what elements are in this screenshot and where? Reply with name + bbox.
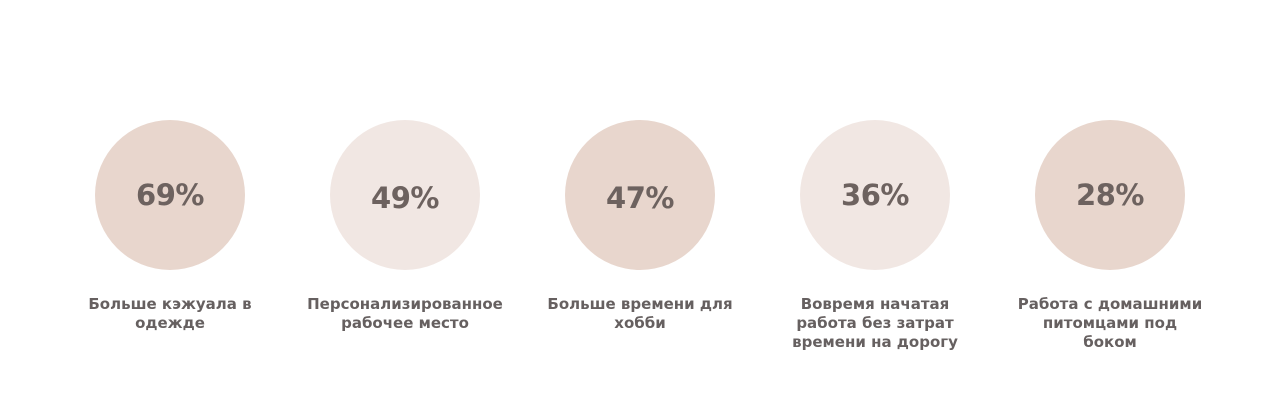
stat-caption-line: времени на дорогу	[792, 333, 958, 351]
stat-circle: 47%	[565, 120, 715, 270]
stat-caption: Персонализированное рабочее место	[285, 295, 525, 333]
stat-item-hobby-time: 47% Больше времени для хобби	[520, 0, 760, 404]
stat-value: 36%	[841, 178, 909, 212]
stat-caption: Больше времени для хобби	[520, 295, 760, 333]
stat-value: 28%	[1076, 178, 1144, 212]
stat-circle: 49%	[330, 120, 480, 270]
stat-caption-line: питомцами под	[1042, 314, 1178, 332]
stat-caption: Вовремя начатая работа без затрат времен…	[755, 295, 995, 352]
stat-caption-line: Персонализированное	[307, 295, 503, 313]
stat-value: 49%	[371, 181, 439, 215]
stat-caption-line: Работа с домашними	[1017, 295, 1203, 313]
stat-caption-line: хобби	[614, 314, 666, 332]
stat-caption-line: Больше кэжуала в	[88, 295, 252, 313]
stat-circle: 69%	[95, 120, 245, 270]
stat-item-personalized-workplace: 49% Персонализированное рабочее место	[285, 0, 525, 404]
stat-caption-line: одежде	[135, 314, 205, 332]
stat-caption: Работа с домашними питомцами под боком	[990, 295, 1230, 352]
stat-item-casual-clothing: 69% Больше кэжуала в одежде	[50, 0, 290, 404]
stat-item-pets-nearby: 28% Работа с домашними питомцами под бок…	[990, 0, 1230, 404]
stat-caption-line: рабочее место	[341, 314, 469, 332]
stat-value: 69%	[136, 178, 204, 212]
stat-item-no-commute: 36% Вовремя начатая работа без затрат вр…	[755, 0, 995, 404]
stat-value: 47%	[606, 181, 674, 215]
stat-caption-line: работа без затрат	[796, 314, 954, 332]
stat-caption: Больше кэжуала в одежде	[50, 295, 290, 333]
stat-caption-line: Больше времени для	[547, 295, 733, 313]
stat-circle: 28%	[1035, 120, 1185, 270]
stat-caption-line: боком	[1083, 333, 1137, 351]
stat-circle: 36%	[800, 120, 950, 270]
stat-caption-line: Вовремя начатая	[800, 295, 950, 313]
